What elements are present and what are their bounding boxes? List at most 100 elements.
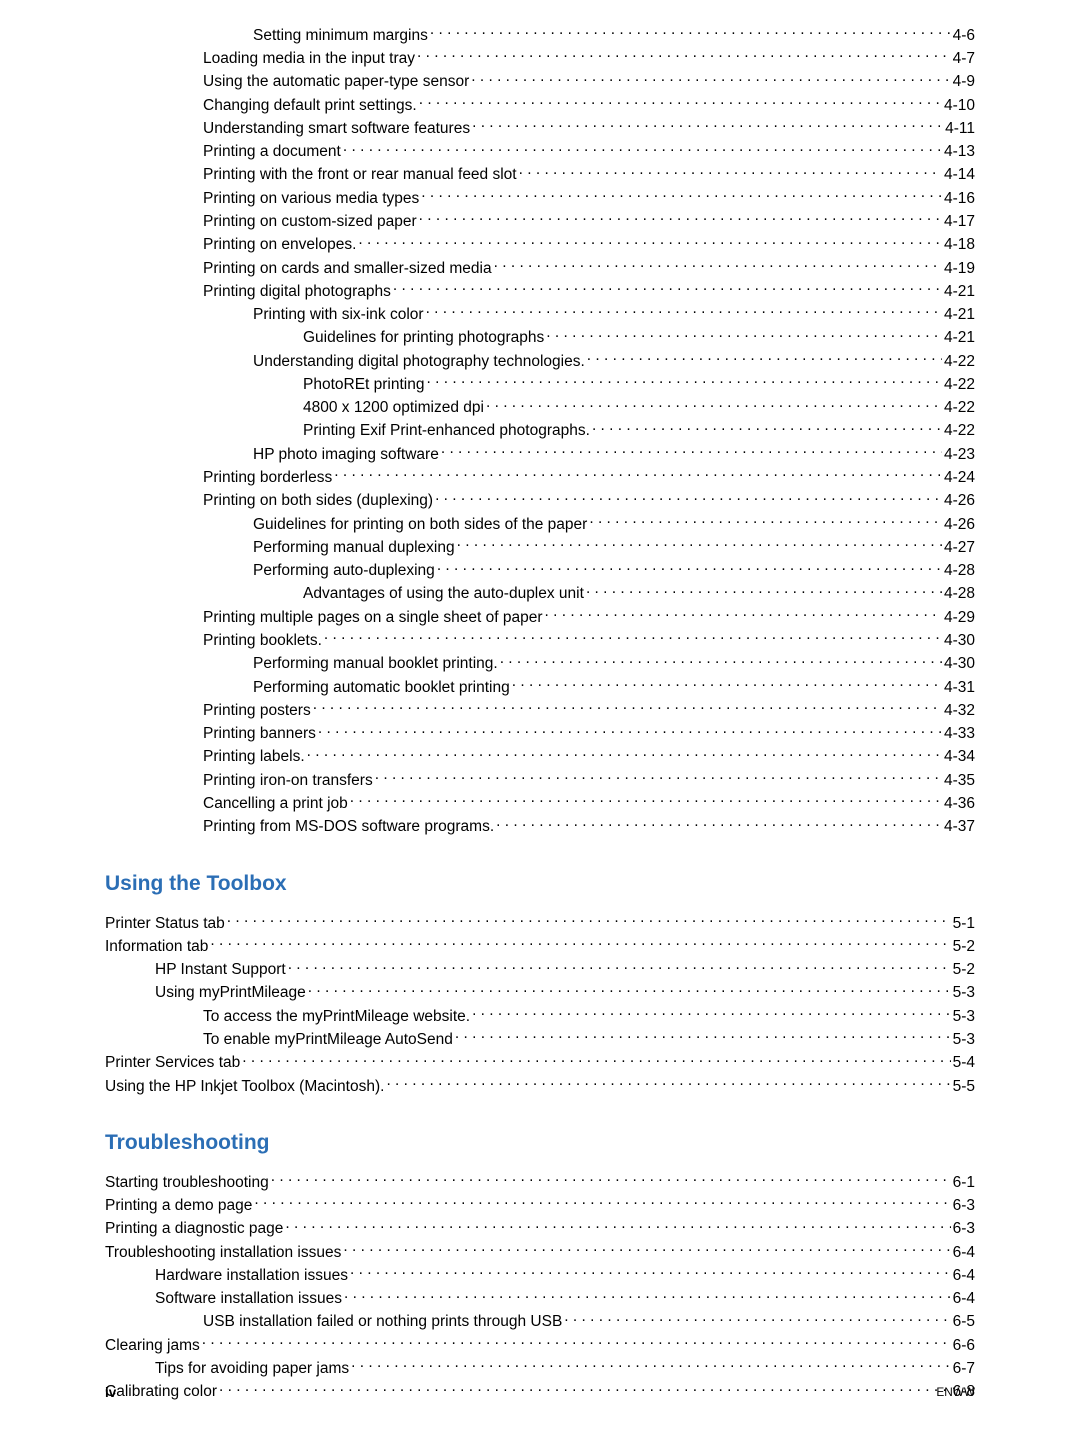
toc-leader-dots (486, 397, 942, 413)
toc-entry: Printing banners 4-33 (203, 723, 975, 744)
toc-entry-label: Hardware installation issues (155, 1267, 348, 1286)
toc-entry: Printing digital photographs 4-21 (203, 280, 975, 301)
toc-entry-page: 6-5 (953, 1313, 975, 1332)
toc-entry-label: USB installation failed or nothing print… (203, 1313, 562, 1332)
toc-entry-label: Printing digital photographs (203, 283, 391, 302)
toc-entry: Performing manual booklet printing. 4-30 (253, 653, 975, 674)
toc-entry-page: 4-14 (944, 166, 975, 185)
toc-entry: Setting minimum margins 4-6 (253, 24, 975, 45)
toc-entry-page: 4-6 (953, 27, 975, 46)
toc-leader-dots (455, 1028, 951, 1044)
toc-entry-label: Performing auto-duplexing (253, 562, 435, 581)
toc-entry: Performing automatic booklet printing 4-… (253, 676, 975, 697)
toc-entry-page: 5-3 (953, 1031, 975, 1050)
toc-entry-label: HP photo imaging software (253, 446, 439, 465)
toc-entry-page: 6-4 (953, 1267, 975, 1286)
toc-leader-dots (350, 1264, 951, 1280)
toc-entry-label: Printing on envelopes. (203, 236, 356, 255)
toc-entry-label: Printing on cards and smaller-sized medi… (203, 260, 492, 279)
toc-leader-dots (587, 350, 942, 366)
toc-leader-dots (313, 699, 942, 715)
toc-entry-label: Printer Services tab (105, 1054, 240, 1073)
toc-entry-page: 4-13 (944, 143, 975, 162)
toc-leader-dots (545, 606, 942, 622)
toc-entry: Printer Services tab 5-4 (105, 1052, 975, 1073)
page-footer: iv ENWW (105, 1385, 975, 1401)
toc-entry-label: Printing posters (203, 702, 311, 721)
toc-entry-page: 6-6 (953, 1337, 975, 1356)
toc-leader-dots (419, 94, 942, 110)
toc-entry: Printing a demo page 6-3 (105, 1195, 975, 1216)
toc-entry: Changing default print settings. 4-10 (203, 94, 975, 115)
toc-leader-dots (589, 513, 942, 529)
toc-leader-dots (421, 187, 942, 203)
toc-entry: Printing on both sides (duplexing) 4-26 (203, 490, 975, 511)
toc-entry-page: 4-32 (944, 702, 975, 721)
toc-entry: Printing borderless 4-24 (203, 467, 975, 488)
toc-entry-label: Printer Status tab (105, 915, 225, 934)
toc-entry: Printing a diagnostic page 6-3 (105, 1218, 975, 1239)
toc-entry-page: 4-22 (944, 376, 975, 395)
toc-entry-page: 4-19 (944, 260, 975, 279)
toc-leader-dots (472, 117, 943, 133)
toc-entry-page: 4-22 (944, 353, 975, 372)
toc-leader-dots (271, 1171, 951, 1187)
toc-entry-page: 6-4 (953, 1290, 975, 1309)
toc-entry-label: Printing on custom-sized paper (203, 213, 417, 232)
toc-entry: Loading media in the input tray 4-7 (203, 47, 975, 68)
toc-entry: Printing from MS-DOS software programs. … (203, 816, 975, 837)
toc-entry-label: Setting minimum margins (253, 27, 428, 46)
toc-leader-dots (417, 47, 951, 63)
toc-entry-page: 4-16 (944, 190, 975, 209)
toc-leader-dots (285, 1218, 950, 1234)
toc-entry-label: Printing a diagnostic page (105, 1220, 283, 1239)
toc-leader-dots (435, 490, 942, 506)
section-heading-toolbox: Using the Toolbox (105, 871, 975, 896)
toc-entry-page: 4-23 (944, 446, 975, 465)
toc-leader-dots (546, 327, 942, 343)
toc-entry-label: Guidelines for printing photographs (303, 329, 544, 348)
toc-entry-page: 4-31 (944, 679, 975, 698)
toc-leader-dots (441, 443, 942, 459)
toc-entry-label: HP Instant Support (155, 961, 286, 980)
toc-entry-label: Using myPrintMileage (155, 984, 306, 1003)
toc-entry-page: 4-29 (944, 609, 975, 628)
toc-entry: Cancelling a print job 4-36 (203, 792, 975, 813)
toc-entry: 4800 x 1200 optimized dpi 4-22 (303, 397, 975, 418)
toc-entry-page: 5-2 (953, 938, 975, 957)
toc-entry-page: 4-11 (945, 120, 975, 139)
toc-entry-page: 4-9 (953, 73, 975, 92)
toc-entry: Guidelines for printing on both sides of… (253, 513, 975, 534)
toc-entry: PhotoREt printing 4-22 (303, 373, 975, 394)
toc-entry-label: Guidelines for printing on both sides of… (253, 516, 587, 535)
toc-entry-label: Tips for avoiding paper jams (155, 1360, 349, 1379)
toc-entry-page: 5-1 (953, 915, 975, 934)
toc-entry-label: PhotoREt printing (303, 376, 425, 395)
toc-entry-page: 6-4 (953, 1244, 975, 1263)
toc-leader-dots (351, 1358, 950, 1374)
toc-leader-dots (350, 792, 942, 808)
toc-entry: Understanding digital photography techno… (253, 350, 975, 371)
toc-entry-page: 4-28 (944, 585, 975, 604)
toc-entry-page: 4-27 (944, 539, 975, 558)
toc-leader-dots (334, 467, 942, 483)
toc-entry-page: 4-21 (944, 283, 975, 302)
toc-entry-label: Starting troubleshooting (105, 1174, 269, 1193)
toc-entry: Printing posters 4-32 (203, 699, 975, 720)
toc-entry: Hardware installation issues 6-4 (155, 1264, 975, 1285)
toc-leader-dots (419, 210, 942, 226)
toc-leader-dots (318, 723, 942, 739)
toc-entry-page: 5-3 (953, 984, 975, 1003)
footer-page-number: iv (105, 1385, 116, 1401)
toc-leader-dots (386, 1075, 950, 1091)
toc-leader-dots (324, 630, 942, 646)
toc-entry: To enable myPrintMileage AutoSend 5-3 (203, 1028, 975, 1049)
toc-leader-dots (519, 164, 942, 180)
toc-entry-label: Printing with six-ink color (253, 306, 424, 325)
toc-section-toolbox: Printer Status tab 5-1Information tab 5-… (105, 912, 975, 1096)
toc-entry-label: Understanding smart software features (203, 120, 470, 139)
toc-entry-label: Printing booklets. (203, 632, 322, 651)
toc-entry: Printing on envelopes. 4-18 (203, 234, 975, 255)
toc-entry: Using myPrintMileage 5-3 (155, 982, 975, 1003)
toc-leader-dots (308, 982, 951, 998)
